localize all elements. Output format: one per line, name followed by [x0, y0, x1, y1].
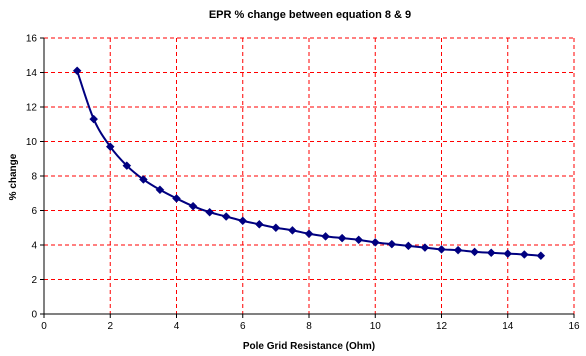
data-point — [337, 233, 347, 243]
grid-layer — [44, 37, 575, 314]
data-point — [89, 114, 99, 124]
x-tick-label: 16 — [568, 321, 580, 332]
data-point — [72, 66, 82, 76]
x-tick-label: 12 — [436, 321, 448, 332]
x-tick-label: 4 — [174, 321, 180, 332]
data-point — [155, 185, 165, 195]
data-point — [271, 223, 281, 233]
y-tick-label: 4 — [31, 241, 37, 252]
data-point — [470, 247, 479, 257]
y-tick-label: 14 — [26, 68, 38, 79]
data-point — [188, 201, 198, 211]
y-tick-label: 10 — [26, 137, 38, 148]
x-tick-label: 6 — [240, 321, 246, 332]
data-point — [536, 251, 546, 261]
data-point — [420, 243, 430, 252]
data-point — [254, 219, 264, 229]
x-tick-label: 8 — [306, 321, 312, 332]
x-tick-label: 0 — [41, 321, 47, 332]
y-tick-label: 0 — [31, 310, 37, 321]
data-point — [321, 232, 330, 241]
x-tick-label: 10 — [370, 321, 382, 332]
data-point — [486, 248, 496, 258]
series-layer — [72, 66, 546, 261]
y-tick-label: 6 — [31, 206, 37, 217]
data-point — [503, 249, 513, 258]
axes-layer — [40, 37, 575, 318]
chart-title: EPR % change between equation 8 & 9 — [209, 9, 411, 21]
tick-labels: 0 2 4 6 8 10 12 14 16 0 2 4 6 8 10 12 14 16 — [26, 34, 580, 333]
data-point — [122, 161, 132, 171]
data-point — [370, 238, 380, 247]
data-point — [354, 235, 364, 245]
data-point — [205, 207, 214, 217]
y-tick-label: 8 — [31, 172, 37, 183]
data-point — [105, 142, 115, 152]
data-point — [387, 239, 397, 249]
x-tick-label: 2 — [107, 321, 113, 332]
data-point — [221, 212, 231, 221]
data-point — [139, 175, 148, 184]
data-point — [304, 229, 314, 239]
data-point — [453, 245, 463, 255]
data-point — [172, 194, 181, 203]
x-axis-label: Pole Grid Resistance (Ohm) — [243, 341, 375, 352]
y-axis-label: % change — [8, 153, 19, 200]
data-point — [437, 244, 446, 254]
y-tick-label: 12 — [26, 103, 38, 114]
data-point — [404, 241, 413, 251]
y-tick-label: 16 — [26, 34, 38, 45]
data-point — [238, 216, 248, 226]
data-point — [519, 250, 529, 259]
y-tick-label: 2 — [31, 275, 37, 286]
data-point — [288, 225, 297, 235]
x-tick-label: 14 — [502, 321, 514, 332]
